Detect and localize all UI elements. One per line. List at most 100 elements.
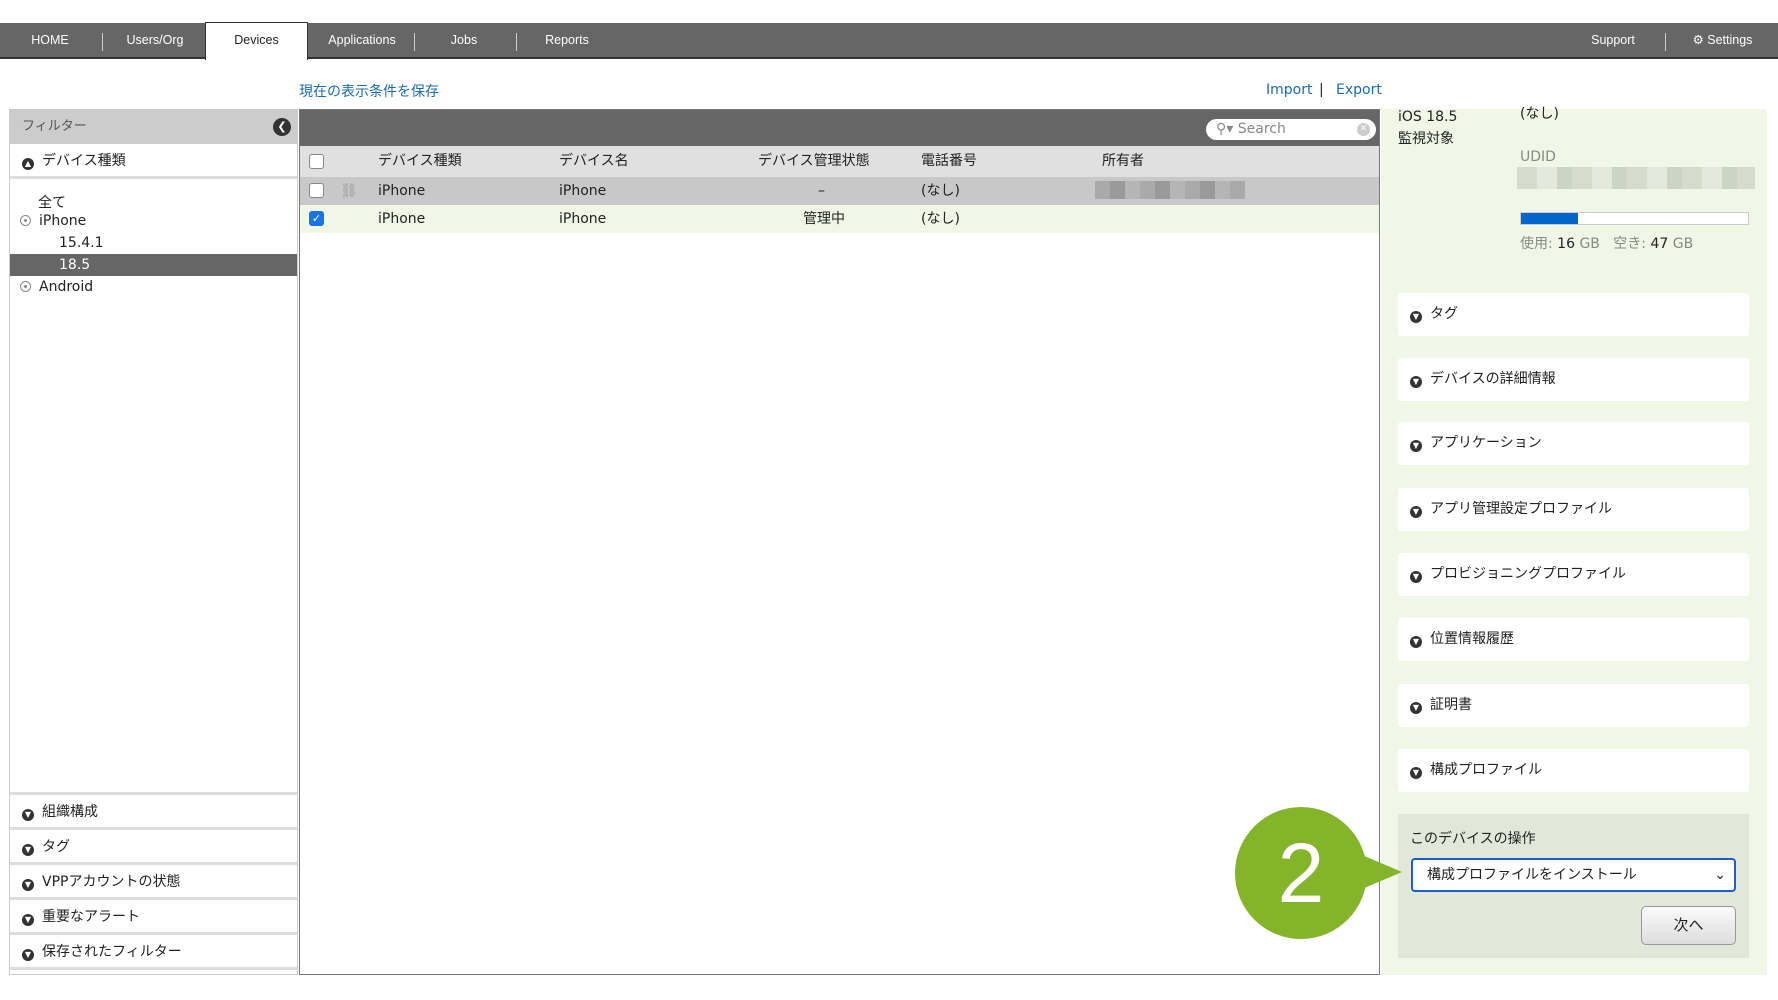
table-toolbar: ⚲▾ Search ✕ <box>300 110 1379 146</box>
table-row[interactable]: ✓ iPhone iPhone 管理中 (なし) <box>300 205 1379 233</box>
top-nav: HOME Users/Org Devices Applications Jobs… <box>0 22 1778 60</box>
udid-label: UDID <box>1520 149 1556 165</box>
section-label: アプリケーション <box>1430 435 1542 451</box>
support-link[interactable]: Support <box>1591 33 1635 47</box>
unlinked-icon: ⛓ <box>340 183 358 199</box>
table-row[interactable]: ⛓ iPhone iPhone – (なし) <box>300 177 1379 205</box>
tree-item-all[interactable]: 全て <box>38 195 66 211</box>
filter-header: フィルター ❮ <box>10 110 297 144</box>
divider <box>1665 33 1666 51</box>
section-label: タグ <box>1430 306 1458 322</box>
cell-owner-redacted <box>1095 181 1245 199</box>
cell-name: iPhone <box>559 183 607 199</box>
collapse-icon[interactable]: ❮ <box>273 118 291 136</box>
chevron-down-icon: ▼ <box>1410 506 1422 518</box>
section-vpp[interactable]: ▼ VPPアカウントの状態 <box>10 865 297 900</box>
section-label: VPPアカウントの状態 <box>42 874 181 890</box>
chevron-down-icon: ▼ <box>22 879 34 891</box>
chevron-down-icon: ▼ <box>22 949 34 961</box>
table-header: デバイス種類 デバイス名 デバイス管理状態 電話番号 所有者 <box>300 146 1379 177</box>
section-label: プロビジョニングプロファイル <box>1430 566 1626 582</box>
tab-jobs[interactable]: Jobs <box>450 33 478 47</box>
chevron-down-icon: ▼ <box>1410 767 1422 779</box>
section-label: タグ <box>42 839 70 855</box>
col-phone[interactable]: 電話番号 <box>921 153 977 169</box>
search-icon: ⚲▾ <box>1216 121 1234 137</box>
col-device-name[interactable]: デバイス名 <box>559 153 629 169</box>
section-org[interactable]: ▼ 組織構成 <box>10 795 297 830</box>
next-button[interactable]: 次へ <box>1641 906 1736 945</box>
row-checkbox[interactable]: ✓ <box>309 211 324 226</box>
tab-home[interactable]: HOME <box>31 33 69 47</box>
phone-value: (なし) <box>1520 106 1559 122</box>
chevron-down-icon: ▼ <box>22 844 34 856</box>
save-view-link[interactable]: 現在の表示条件を保存 <box>299 84 439 100</box>
detail-section[interactable]: ▼ 位置情報履歴 <box>1398 618 1749 661</box>
chevron-down-icon: ▼ <box>1410 440 1422 452</box>
link-separator: | <box>1319 82 1324 98</box>
detail-section[interactable]: ▼ アプリ管理設定プロファイル <box>1398 488 1749 531</box>
filter-title: フィルター <box>22 119 87 134</box>
storage-text: 使用: 16 GB 空き: 47 GB <box>1520 236 1694 252</box>
chevron-down-icon: ▼ <box>22 809 34 821</box>
tab-users-org[interactable]: Users/Org <box>126 33 184 47</box>
tree-item-15-4-1[interactable]: 15.4.1 <box>59 235 104 251</box>
tab-devices[interactable]: Devices <box>205 22 308 60</box>
cell-status: 管理中 <box>803 211 845 227</box>
divider <box>516 33 517 51</box>
cell-phone: (なし) <box>921 211 960 227</box>
settings-label: Settings <box>1707 33 1753 47</box>
chevron-down-icon: ▼ <box>1410 702 1422 714</box>
section-label: デバイス種類 <box>42 153 126 169</box>
section-label: デバイスの詳細情報 <box>1430 371 1556 387</box>
expand-icon[interactable] <box>20 215 31 226</box>
tab-applications[interactable]: Applications <box>328 33 396 47</box>
detail-section[interactable]: ▼ 構成プロファイル <box>1398 749 1749 792</box>
tree-label: Android <box>39 279 94 295</box>
tree-item-iphone[interactable]: iPhone <box>20 213 86 229</box>
detail-section[interactable]: ▼ プロビジョニングプロファイル <box>1398 553 1749 596</box>
supervised-status: 監視対象 <box>1398 131 1454 147</box>
tree-item-android[interactable]: Android <box>20 279 93 295</box>
section-saved-filters[interactable]: ▼ 保存されたフィルター <box>10 935 297 970</box>
chevron-down-icon: ▼ <box>1410 311 1422 323</box>
row-checkbox[interactable] <box>309 183 324 198</box>
tab-reports[interactable]: Reports <box>545 33 589 47</box>
select-all-checkbox[interactable] <box>309 154 324 169</box>
clear-icon[interactable]: ✕ <box>1357 123 1370 136</box>
chevron-down-icon: ▼ <box>1410 636 1422 648</box>
detail-section[interactable]: ▼ 証明書 <box>1398 684 1749 727</box>
section-label: 組織構成 <box>42 804 98 820</box>
actions-label: このデバイスの操作 <box>1410 831 1536 847</box>
os-version: iOS 18.5 <box>1398 109 1458 125</box>
action-select[interactable]: 構成プロファイルをインストール ⌄ <box>1411 858 1736 892</box>
search-input[interactable]: ⚲▾ Search ✕ <box>1206 119 1376 140</box>
detail-section[interactable]: ▼ アプリケーション <box>1398 422 1749 465</box>
udid-redacted <box>1517 167 1755 189</box>
selected-action: 構成プロファイルをインストール <box>1427 867 1637 883</box>
section-tags[interactable]: ▼ タグ <box>10 830 297 865</box>
import-link[interactable]: Import <box>1266 82 1313 98</box>
filter-sidebar: フィルター ❮ ▲ デバイス種類 全て iPhone 15.4.1 18.5 And… <box>9 109 298 975</box>
cell-name: iPhone <box>559 211 607 227</box>
col-owner[interactable]: 所有者 <box>1102 153 1144 169</box>
section-label: 構成プロファイル <box>1430 762 1542 778</box>
chevron-up-icon: ▲ <box>22 158 34 170</box>
device-actions: このデバイスの操作 構成プロファイルをインストール ⌄ 次へ <box>1398 814 1749 958</box>
section-device-type[interactable]: ▲ デバイス種類 <box>10 144 297 179</box>
cell-phone: (なし) <box>921 183 960 199</box>
col-device-type[interactable]: デバイス種類 <box>378 153 462 169</box>
section-label: 保存されたフィルター <box>42 944 182 960</box>
settings-link[interactable]: ⚙ Settings <box>1680 23 1765 57</box>
divider <box>414 33 415 51</box>
detail-section[interactable]: ▼ タグ <box>1398 293 1749 336</box>
storage-bar <box>1520 212 1749 225</box>
detail-section[interactable]: ▼ デバイスの詳細情報 <box>1398 358 1749 401</box>
section-alerts[interactable]: ▼ 重要なアラート <box>10 900 297 935</box>
expand-icon[interactable] <box>20 281 31 292</box>
col-mgmt-status[interactable]: デバイス管理状態 <box>758 153 870 169</box>
cell-type: iPhone <box>378 183 426 199</box>
export-link[interactable]: Export <box>1336 82 1382 98</box>
section-label: アプリ管理設定プロファイル <box>1430 501 1612 517</box>
tree-item-18-5[interactable]: 18.5 <box>10 254 297 276</box>
